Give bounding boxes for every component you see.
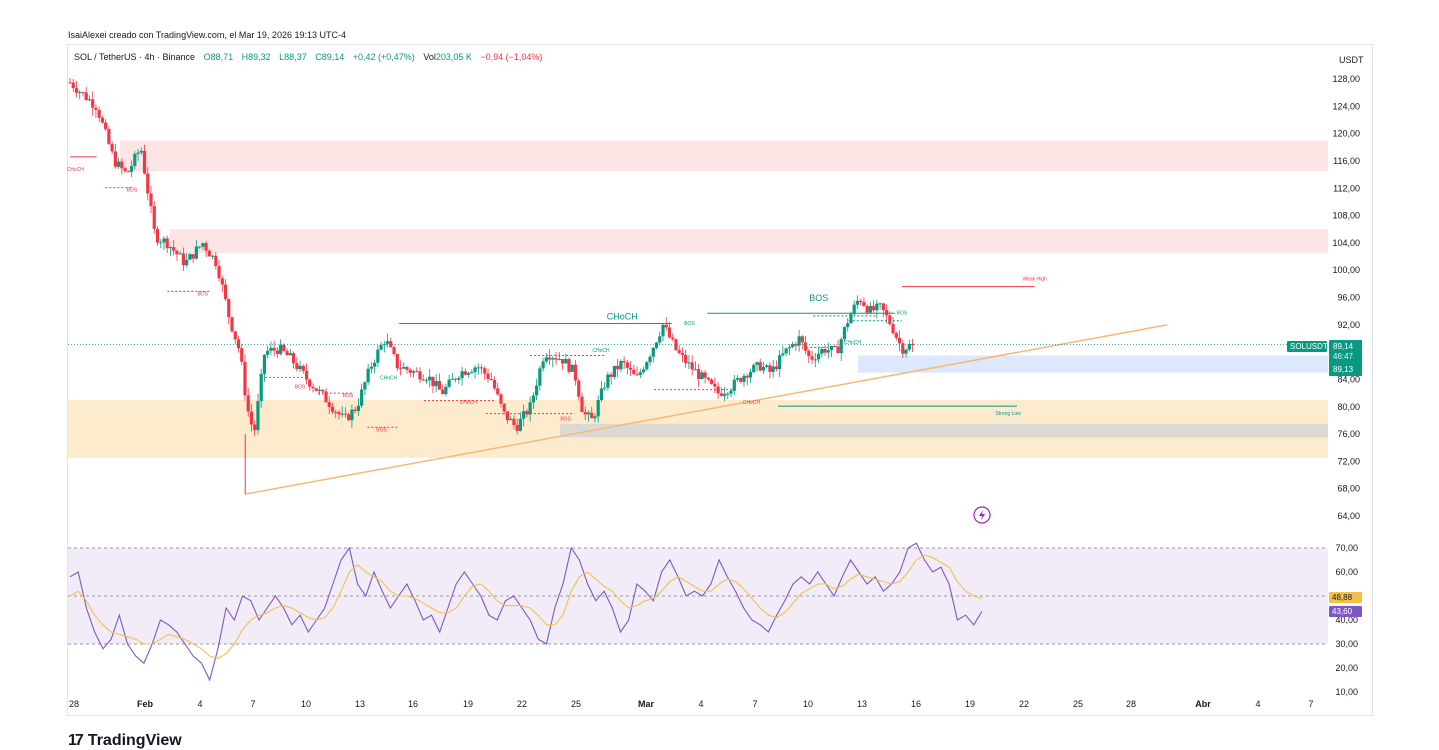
tradingview-logo-icon: 17 — [68, 732, 84, 749]
volume-label: Vol — [423, 52, 436, 62]
chart-frame — [67, 44, 1373, 716]
low-value: L88,37 — [279, 52, 307, 62]
close-value: C89,14 — [315, 52, 345, 62]
symbol-name[interactable]: SOL / TetherUS · 4h · Binance — [74, 52, 196, 62]
symbol-bar[interactable]: SOL / TetherUS · 4h · Binance O88,71 H89… — [74, 52, 542, 62]
high-value: H89,32 — [241, 52, 271, 62]
tradingview-logo[interactable]: 17 TradingView — [68, 732, 182, 750]
price-unit-label[interactable]: USDT — [1339, 55, 1364, 65]
change-value: +0,42 (+0,47%) — [352, 52, 415, 62]
chart-credit: IsaiAlexei creado con TradingView.com, e… — [68, 30, 346, 40]
open-value: O88,71 — [203, 52, 234, 62]
tradingview-logo-text: TradingView — [87, 732, 182, 749]
volume-change-value: −0,94 (−1,04%) — [480, 52, 543, 62]
volume-value: 203,05 K — [435, 52, 472, 62]
